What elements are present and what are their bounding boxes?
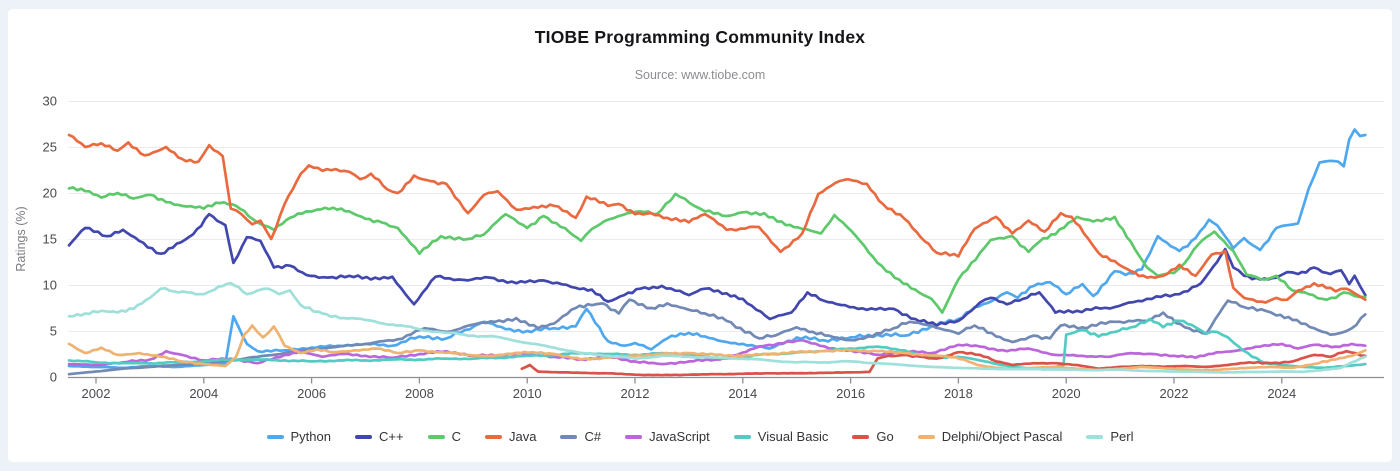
y-tick-label: 5	[50, 324, 57, 339]
x-tick-label: 2020	[1052, 386, 1081, 401]
series-line-java	[67, 133, 1367, 304]
y-tick-label: 25	[43, 140, 57, 155]
legend-item-go[interactable]: Go	[852, 429, 894, 444]
chart-card: TIOBE Programming Community Index Source…	[8, 9, 1392, 462]
x-axis: 2002 2004 2006 2008 2010 2012 2014 2016 2018 2020…	[68, 376, 1384, 401]
series-line-python	[67, 128, 1367, 370]
chart-legend: Python C++ C Java C# JavaScript Visual Basic Go…	[0, 429, 1400, 444]
series-line-perl	[67, 281, 1367, 374]
legend-swatch-c	[427, 434, 445, 439]
legend-label: Python	[290, 429, 331, 444]
legend-label: C++	[379, 429, 404, 444]
legend-swatch-c	[355, 434, 372, 439]
chart-subtitle: Source: www.tiobe.com	[634, 68, 766, 82]
legend-swatch-visual-basic	[733, 434, 751, 439]
x-tick-label: 2024	[1267, 386, 1296, 401]
legend-swatch-go	[852, 434, 870, 439]
x-tick-label: 2018	[944, 386, 973, 401]
legend-item-perl[interactable]: Perl	[1086, 429, 1133, 444]
x-tick-label: 2004	[189, 386, 218, 401]
legend-item-visual-basic[interactable]: Visual Basic	[733, 429, 829, 444]
legend-label: Visual Basic	[757, 429, 829, 444]
y-tick-label: 0	[50, 370, 57, 385]
legend-label: Perl	[1110, 429, 1134, 444]
legend-label: Go	[876, 429, 894, 444]
series-line-delphi-object-pascal	[67, 324, 1367, 372]
x-tick-label: 2012	[621, 386, 650, 401]
legend-label: JavaScript	[649, 429, 710, 444]
y-axis: 0 5 10 15 20 25 30	[43, 94, 57, 385]
legend-item-c[interactable]: C	[427, 429, 461, 444]
x-tick-label: 2016	[836, 386, 865, 401]
series-lines	[67, 128, 1367, 377]
legend-label: Delphi/Object Pascal	[941, 429, 1063, 444]
legend-item-python[interactable]: Python	[266, 429, 331, 444]
x-tick-label: 2022	[1160, 386, 1189, 401]
legend-swatch-delphi-object-pascal	[917, 434, 935, 439]
legend-item-java[interactable]: Java	[484, 429, 537, 444]
y-tick-label: 30	[43, 94, 57, 109]
x-tick-label: 2014	[728, 386, 757, 401]
legend-item-c[interactable]: C#	[560, 429, 601, 444]
legend-swatch-c	[560, 434, 578, 439]
legend-label: C	[451, 429, 461, 444]
y-tick-label: 10	[43, 278, 57, 293]
legend-swatch-java	[484, 434, 502, 439]
legend-swatch-perl	[1086, 434, 1104, 439]
y-tick-label: 15	[43, 232, 57, 247]
series-line-go	[520, 349, 1367, 377]
legend-swatch-python	[266, 434, 284, 439]
legend-item-c[interactable]: C++	[355, 429, 404, 444]
x-tick-label: 2008	[405, 386, 434, 401]
legend-swatch-javascript	[625, 434, 643, 439]
y-tick-label: 20	[43, 186, 57, 201]
x-tick-label: 2006	[297, 386, 326, 401]
legend-label: C#	[584, 429, 602, 444]
legend-label: Java	[508, 429, 537, 444]
legend-item-javascript[interactable]: JavaScript	[625, 429, 710, 444]
chart-title: TIOBE Programming Community Index	[534, 27, 866, 47]
series-line-c	[67, 212, 1367, 327]
x-tick-label: 2002	[82, 386, 111, 401]
legend-item-delphi-object-pascal[interactable]: Delphi/Object Pascal	[917, 429, 1063, 444]
x-tick-label: 2010	[513, 386, 542, 401]
gridlines	[68, 101, 1384, 332]
